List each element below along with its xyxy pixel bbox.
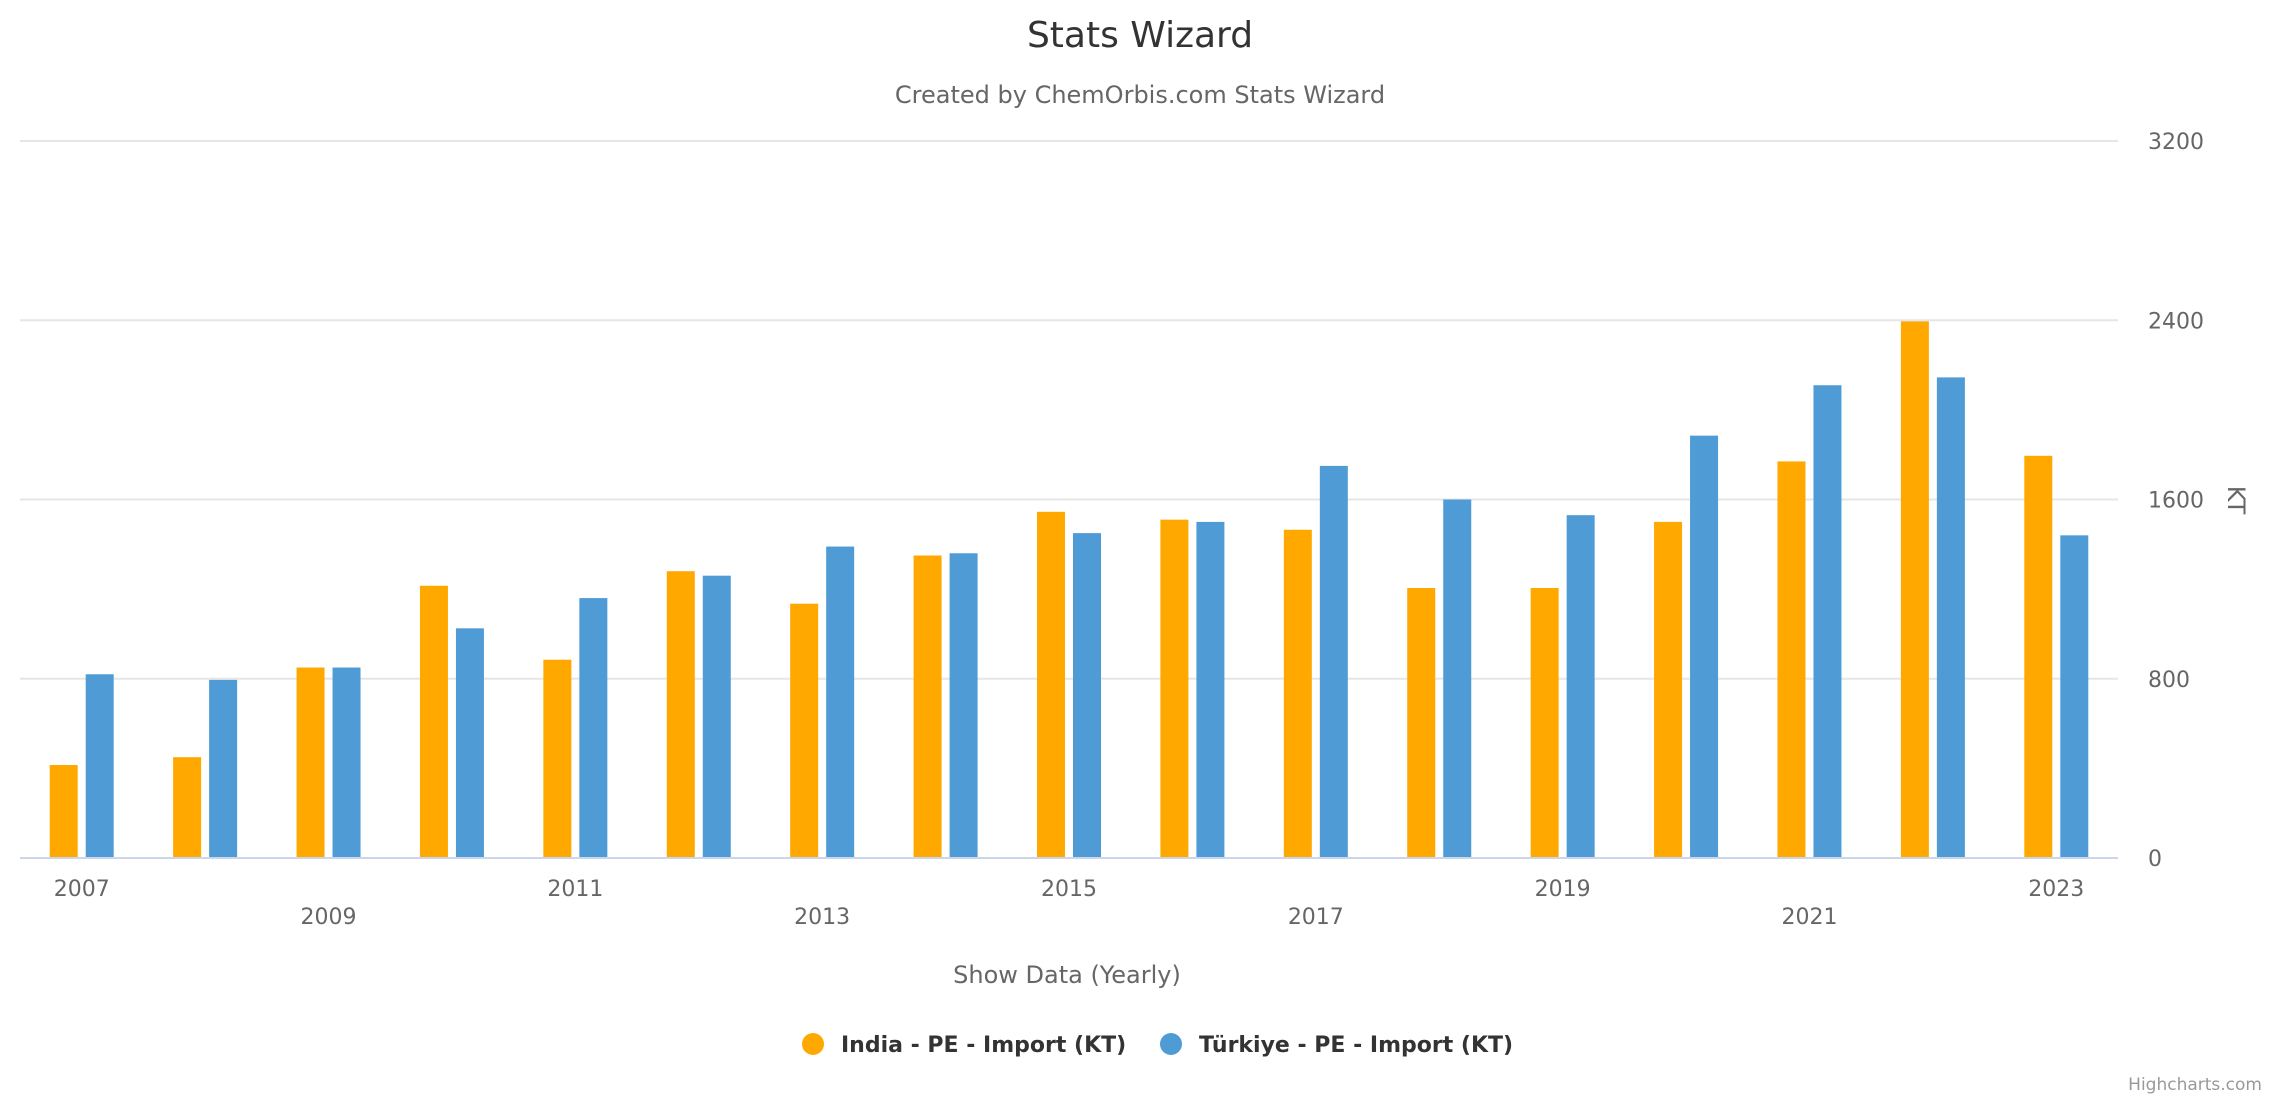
bar-series-1-2011[interactable] (579, 598, 608, 858)
bar-series-0-2020[interactable] (1654, 521, 1683, 858)
x-tick-label: 2015 (1041, 877, 1097, 902)
bar-series-0-2007[interactable] (49, 765, 78, 858)
y-tick-label: 800 (2148, 668, 2190, 693)
bar-series-0-2013[interactable] (790, 603, 819, 858)
bar-series-1-2022[interactable] (1936, 377, 1965, 858)
credits-text[interactable]: Highcharts.com (2128, 1075, 2262, 1095)
bar-series-0-2018[interactable] (1407, 588, 1436, 858)
bar-series-0-2008[interactable] (173, 757, 202, 858)
bar-series-1-2019[interactable] (1566, 515, 1595, 858)
x-axis-title: Show Data (Yearly) (953, 961, 1181, 989)
chart-subtitle: Created by ChemOrbis.com Stats Wizard (895, 81, 1385, 109)
x-tick-label: 2009 (301, 905, 357, 930)
bar-series-0-2015[interactable] (1037, 511, 1065, 858)
x-axis-ticks: 2007 2009 2011 2013 2015 2017 2019 2021 2023 (54, 877, 2085, 930)
legend-marker (802, 1033, 824, 1055)
y-tick-label: 1600 (2148, 489, 2204, 514)
bar-series-0-2023[interactable] (2024, 455, 2053, 858)
legend-label: Türkiye - PE - Import (KT) (1199, 1033, 1513, 1058)
bar-series-1-2015[interactable] (1073, 533, 1101, 858)
bar-series-0-2014[interactable] (913, 555, 942, 858)
y-axis-title: KT (2222, 486, 2250, 515)
chart-title: Stats Wizard (1027, 15, 1253, 56)
bar-series-0-2022[interactable] (1900, 321, 1929, 858)
y-tick-label: 3200 (2148, 130, 2204, 155)
bar-series-1-2023[interactable] (2060, 535, 2089, 858)
bar-series-1-2018[interactable] (1443, 499, 1472, 859)
bar-series-1-2016[interactable] (1196, 521, 1225, 858)
x-tick-label: 2013 (794, 905, 850, 930)
legend-label: India - PE - Import (KT) (841, 1033, 1126, 1058)
bar-series-1-2008[interactable] (209, 679, 238, 858)
legend-marker (1160, 1033, 1182, 1055)
bar-series-1-2007[interactable] (85, 674, 114, 858)
x-tick-label: 2011 (547, 877, 603, 902)
bar-series-1-2009[interactable] (332, 667, 361, 858)
bars[interactable] (49, 321, 2089, 859)
bar-series-1-2010[interactable] (455, 628, 484, 858)
bar-series-1-2013[interactable] (826, 546, 855, 858)
y-axis-ticks: 0 800 1600 2400 3200 (2148, 130, 2204, 872)
bar-series-0-2009[interactable] (296, 667, 325, 858)
bar-series-0-2021[interactable] (1777, 461, 1806, 858)
x-tick-label: 2019 (1535, 877, 1591, 902)
bar-series-0-2017[interactable] (1283, 529, 1312, 858)
bar-series-1-2012[interactable] (702, 575, 731, 858)
x-tick-label: 2023 (2028, 877, 2084, 902)
x-tick-label: 2007 (54, 877, 110, 902)
legend[interactable]: India - PE - Import (KT) Türkiye - PE - I… (802, 1033, 1513, 1058)
bar-series-0-2012[interactable] (666, 571, 695, 858)
y-tick-label: 2400 (2148, 309, 2204, 334)
bar-series-1-2014[interactable] (949, 553, 978, 858)
legend-item-0[interactable]: India - PE - Import (KT) (802, 1033, 1126, 1058)
bar-series-1-2017[interactable] (1319, 465, 1348, 858)
legend-item-1[interactable]: Türkiye - PE - Import (KT) (1160, 1033, 1513, 1058)
bar-series-1-2021[interactable] (1813, 385, 1842, 858)
bar-series-0-2019[interactable] (1530, 588, 1559, 858)
bar-series-0-2016[interactable] (1160, 519, 1189, 858)
x-tick-label: 2017 (1288, 905, 1344, 930)
bar-series-1-2020[interactable] (1690, 435, 1719, 858)
gridlines (20, 140, 2118, 680)
bar-series-0-2010[interactable] (419, 585, 448, 858)
x-tick-label: 2021 (1781, 905, 1837, 930)
bar-series-0-2011[interactable] (543, 659, 572, 858)
y-tick-label: 0 (2148, 847, 2162, 872)
